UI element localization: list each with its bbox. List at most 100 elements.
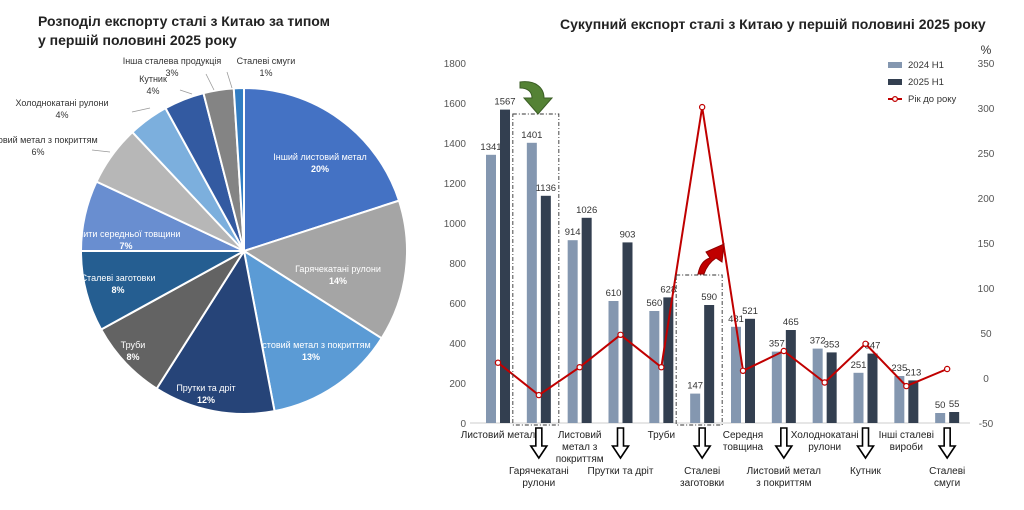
pie-slice (155, 248, 276, 415)
legend-marker (891, 95, 898, 102)
legend: 2024 H1 2025 H1 Рік до року (888, 60, 957, 105)
bar-value-label: 347 (865, 341, 881, 352)
left-axis-tick-label: 0 (460, 419, 466, 430)
yoy-point (821, 379, 828, 386)
bar-value-label: 353 (824, 339, 840, 350)
chevron-down-arrow-icon (774, 427, 794, 460)
yoy-point (535, 391, 543, 399)
pie-slice-label: Прутки та дріт (176, 383, 235, 393)
category-label-line: Листовий метал (461, 430, 536, 441)
category-label-line: товщина (723, 442, 764, 453)
bar-value-label: 55 (949, 399, 960, 410)
pie-slice-label: Кутник (139, 74, 167, 84)
pie-slice (241, 199, 408, 340)
category-label: Труби (648, 429, 675, 441)
bar-value-label: 372 (810, 336, 826, 347)
bar (785, 330, 796, 423)
bar-chart: 0 200 400 600 800 1000 1200 1400 1600 1800 -50 0 50 1… (444, 43, 995, 489)
bar (500, 109, 510, 423)
category-label-line: Середня (723, 430, 763, 441)
yoy-point (698, 103, 706, 111)
left-axis-tick-label: 1400 (444, 139, 467, 150)
category-label-line: Сталеві (684, 466, 720, 477)
bar-chart-title: Сукупний експорт сталі з Китаю у першій … (560, 16, 986, 32)
green-down-arrow-icon (519, 81, 554, 115)
right-axis-tick-label: 350 (978, 59, 995, 70)
bar (486, 154, 496, 424)
bar-value-label: 1401 (521, 130, 542, 141)
bar (622, 242, 633, 423)
bar-value-label: 251 (851, 360, 867, 371)
legend-swatch (888, 62, 902, 68)
right-axis-tick-label: -50 (979, 419, 994, 430)
bar-value-label: 50 (935, 400, 946, 411)
pie-slice-label: Листовий метал з покриттям (0, 135, 98, 145)
category-label-line: Холоднокатані (791, 430, 859, 441)
pie-slice-percent: 13% (302, 352, 320, 362)
yoy-line (497, 106, 948, 397)
pie-slice (242, 248, 384, 413)
category-label-line: Листовий метал (747, 466, 822, 477)
chevron-down-arrow-icon (937, 427, 957, 460)
bar-value-label: 521 (742, 306, 758, 317)
pie-slice-percent: 1% (259, 68, 272, 78)
pie-slice-label: Інший листовий метал (273, 152, 367, 162)
category-label: Листовий метал (461, 430, 536, 441)
category-label-line: Інші сталеві (879, 430, 934, 441)
category-label-line: смуги (934, 478, 960, 489)
highlight-box (512, 113, 560, 426)
pie-slice-percent: 4% (55, 110, 68, 120)
pie-slice-label: Інша сталева продукція (123, 56, 222, 66)
yoy-point (903, 382, 910, 390)
pie-slice-percent: 6% (31, 147, 44, 157)
pie-chart-title: Розподіл експорту сталі з Китаю за типом… (38, 13, 331, 48)
pie-slice-label: Сталеві смуги (237, 56, 296, 66)
bar-value-label: 914 (565, 227, 581, 238)
bar (608, 301, 619, 423)
legend-swatch (888, 79, 902, 85)
bar (567, 240, 578, 423)
right-axis-tick-label: 300 (978, 104, 995, 115)
bar (731, 326, 741, 423)
yoy-point (494, 359, 502, 366)
category-label: Кутник (850, 466, 882, 477)
right-axis-tick-label: 100 (978, 284, 995, 295)
bar-value-label: 147 (687, 381, 703, 392)
legend-label: 2024 H1 (908, 60, 944, 71)
bar (935, 413, 946, 423)
right-axis-tick-label: 50 (980, 329, 992, 340)
category-label-line: Прутки та дріт (588, 466, 654, 477)
category-label-line: покриттям (556, 454, 604, 465)
chevron-down-arrow-icon (692, 427, 712, 460)
pie-slice-percent: 4% (146, 86, 159, 96)
pie-slice-percent: 3% (165, 68, 178, 78)
chevron-down-arrow-icon (529, 427, 549, 460)
yoy-point (576, 364, 583, 371)
left-axis-tick-label: 1000 (444, 219, 467, 230)
yoy-point (780, 347, 788, 355)
bar (704, 305, 715, 423)
highlight-box (675, 274, 723, 426)
bar-value-label: 1341 (480, 142, 501, 153)
pie-slice-percent: 20% (311, 164, 329, 174)
pie-slice-percent: 12% (197, 395, 215, 405)
chevron-down-arrow-icon (856, 427, 875, 460)
bar-value-label: 235 (891, 363, 907, 374)
left-axis-tick-label: 1600 (444, 99, 467, 110)
pie-slice-label: Гарячекатані рулони (295, 264, 381, 274)
category-label-line: Сталеві (929, 466, 965, 477)
pie-slice (243, 86, 401, 253)
right-axis-tick-label: 0 (983, 374, 989, 385)
left-axis-tick-label: 800 (449, 259, 466, 270)
category-label-line: з покриттям (756, 478, 811, 489)
left-axis-tick-label: 400 (449, 339, 466, 350)
legend-label: 2025 H1 (908, 77, 944, 88)
bar (649, 311, 660, 423)
pie-leader-line (131, 107, 151, 113)
right-axis: -50 0 50 100 150 200 250 300 350% (978, 43, 995, 430)
